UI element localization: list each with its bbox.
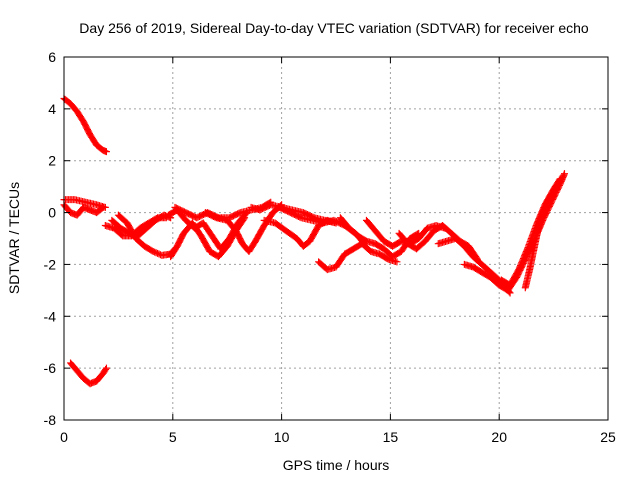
series-track-d [60, 201, 107, 219]
chart-title: Day 256 of 2019, Sidereal Day-to-day VTE… [79, 20, 589, 36]
data-points [60, 94, 568, 388]
y-tick-label: 2 [48, 153, 56, 169]
data-point-marker [102, 364, 110, 372]
series-track-g [114, 211, 179, 259]
data-point-marker [556, 175, 564, 183]
series-track-p [336, 214, 423, 261]
y-tick-label: 4 [48, 101, 56, 117]
series-track-o [315, 240, 401, 274]
data-point-marker [98, 204, 106, 212]
data-point-marker [560, 170, 568, 178]
y-tick-label: -6 [44, 360, 57, 376]
x-tick-label: 15 [383, 429, 399, 445]
y-axis-label: SDTVAR / TECUs [6, 182, 22, 294]
data-point-marker [99, 203, 107, 211]
x-axis-ticks: 0 5 10 15 20 25 [60, 57, 616, 445]
data-point-marker [547, 192, 555, 200]
series-track-b [67, 359, 110, 388]
data-point-marker [102, 365, 110, 373]
plot-frame [63, 56, 609, 421]
series-track-n [275, 203, 368, 248]
x-tick-label: 5 [169, 429, 177, 445]
y-tick-label: -2 [44, 256, 57, 272]
y-axis-ticks: -8 -6 -4 -2 0 2 4 6 [44, 49, 608, 428]
data-point-marker [555, 176, 563, 184]
x-tick-label: 25 [600, 429, 616, 445]
grid-lines [64, 57, 608, 420]
x-tick-label: 20 [491, 429, 507, 445]
series-track-a [60, 94, 110, 156]
series-track-v [521, 190, 555, 292]
data-point-marker [547, 190, 555, 198]
series-track-s [434, 235, 514, 297]
y-tick-label: -4 [44, 308, 57, 324]
x-axis-label: GPS time / hours [283, 457, 390, 473]
y-tick-label: -8 [44, 412, 57, 428]
data-point-marker [102, 148, 110, 156]
series-track-c [60, 196, 109, 211]
y-tick-label: 6 [48, 49, 56, 65]
x-tick-label: 10 [274, 429, 290, 445]
data-point-marker [393, 258, 401, 266]
y-tick-label: 0 [48, 205, 56, 221]
x-tick-label: 0 [60, 429, 68, 445]
